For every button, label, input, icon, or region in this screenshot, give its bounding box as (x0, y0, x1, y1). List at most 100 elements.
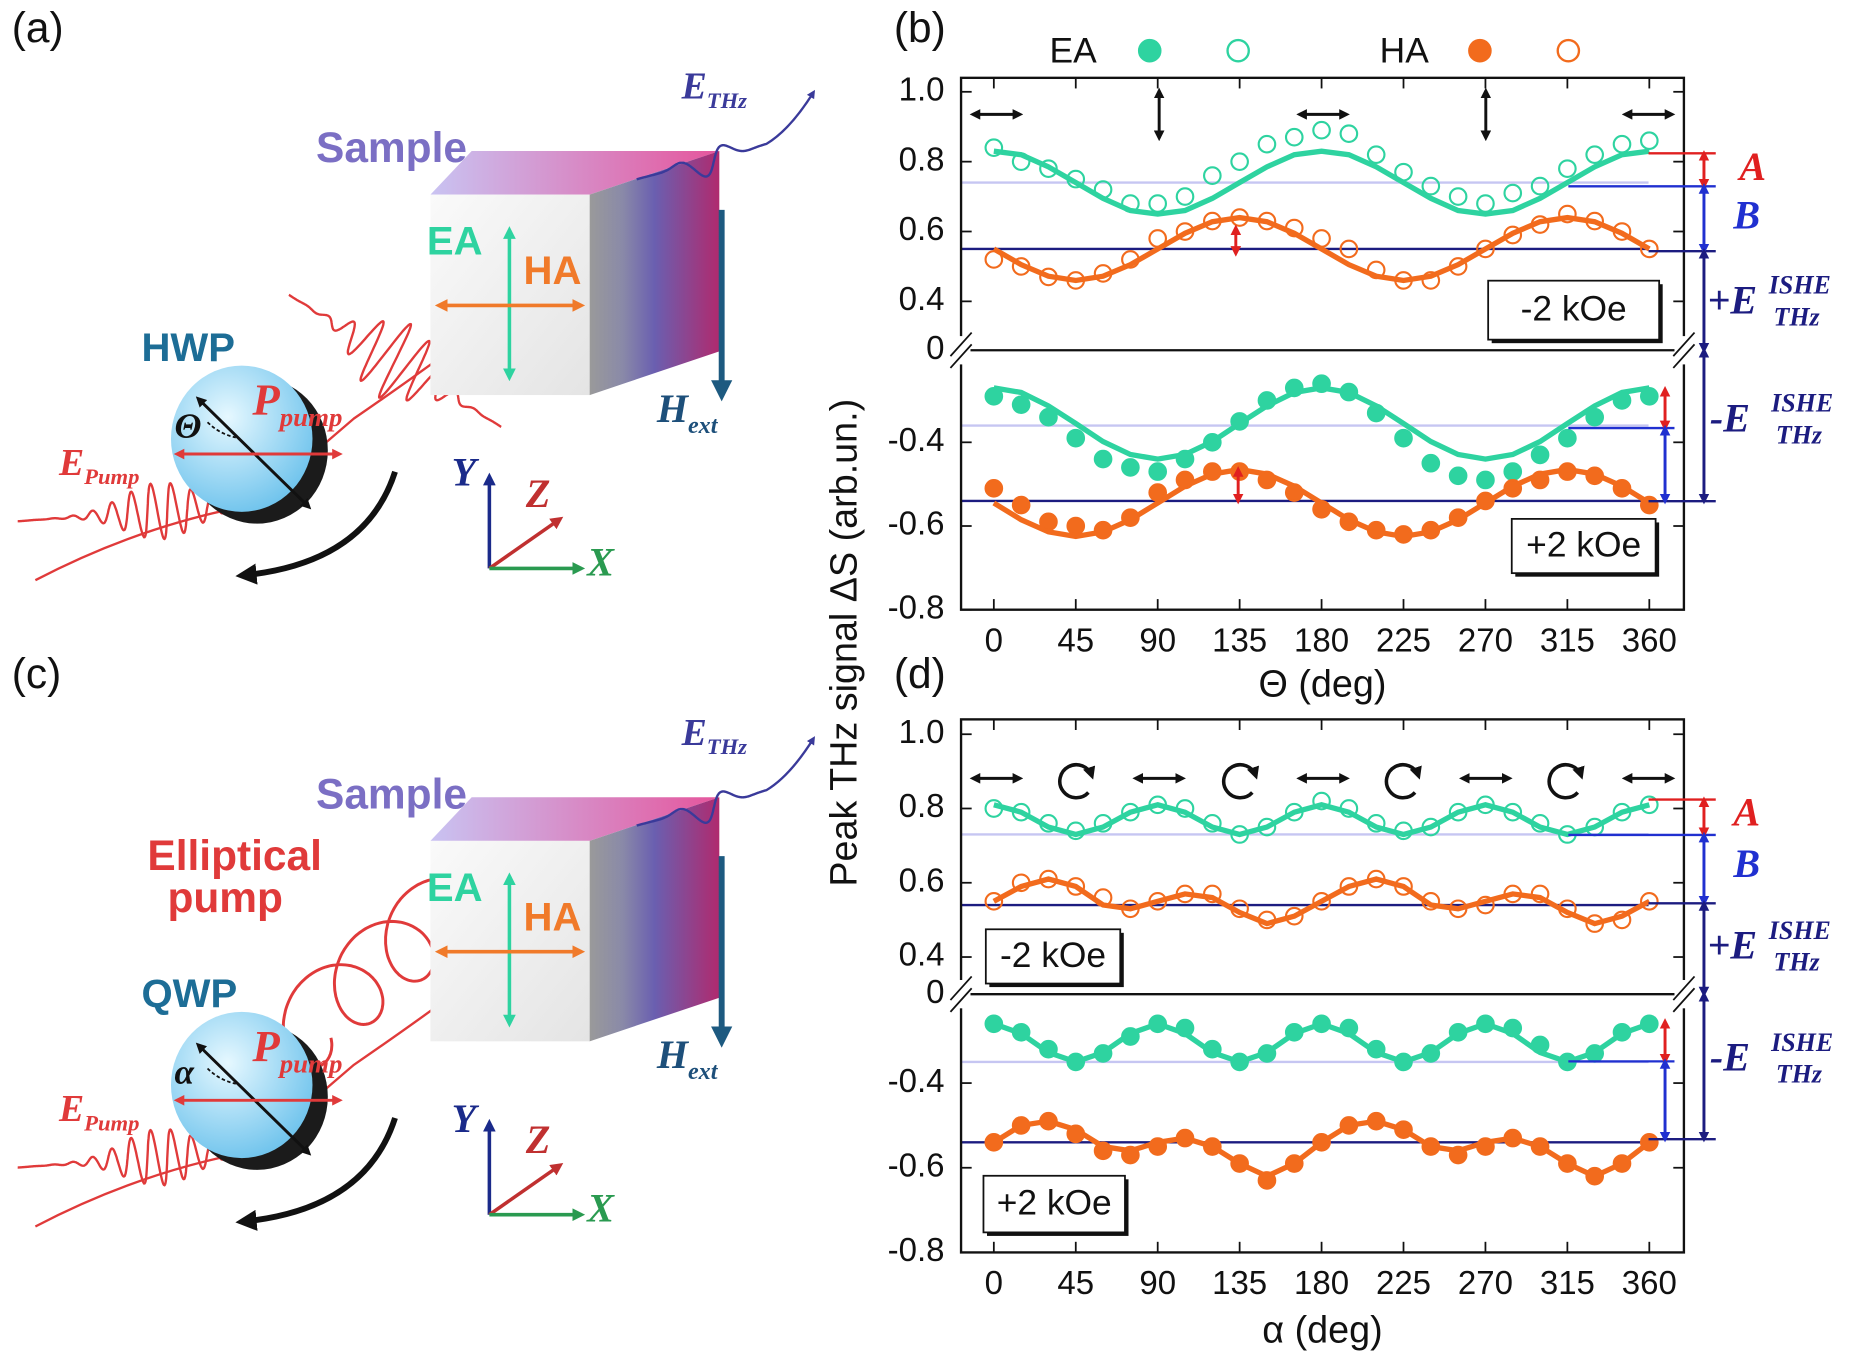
ha-label: HA (524, 249, 582, 293)
data-point (1366, 869, 1386, 889)
data-point (1639, 386, 1659, 406)
field-label: -2 kOe (1000, 936, 1106, 975)
data-point (1503, 183, 1523, 203)
data-point (1148, 483, 1168, 502)
data-point (1448, 1022, 1468, 1042)
x-axis-title: α (deg) (1262, 1309, 1382, 1351)
e-ishe-sub: THz (1776, 420, 1822, 449)
e-ishe-label: +E (1707, 923, 1757, 968)
e-thz-label-sub: THz (707, 734, 747, 759)
x-tick-label: 45 (1057, 1264, 1094, 1301)
y-tick-label: -0.4 (888, 1062, 945, 1099)
data-point (1339, 1116, 1359, 1135)
x-tick-label: 225 (1376, 621, 1431, 658)
x-tick-label: 135 (1212, 621, 1267, 658)
legend-marker (1137, 38, 1162, 63)
data-point (1257, 134, 1277, 154)
data-point (1203, 166, 1222, 185)
data-point (1148, 1137, 1168, 1156)
data-point (1585, 1166, 1605, 1186)
cube-top (430, 797, 720, 841)
data-point (1312, 1014, 1331, 1034)
data-point (1175, 222, 1195, 241)
data-point (1257, 910, 1277, 930)
data-point (1639, 131, 1659, 151)
data-point (1039, 1039, 1058, 1059)
data-point (1175, 187, 1195, 206)
data-point (1257, 1171, 1277, 1190)
y-tick-label: -0.6 (888, 1146, 945, 1183)
data-point (1203, 211, 1222, 231)
data-point (1203, 462, 1222, 481)
data-point (1530, 445, 1550, 465)
p-pump-label-main: P (251, 1021, 280, 1071)
data-point (1639, 1133, 1659, 1152)
e-ishe-sub: THz (1776, 1060, 1822, 1089)
x-tick-label: 270 (1458, 621, 1513, 658)
legend-marker (1226, 38, 1250, 63)
data-point (1585, 145, 1605, 164)
e-thz-label-main: E (681, 712, 707, 754)
fit-line (993, 802, 1651, 838)
axis-z-label: Z (525, 471, 550, 516)
e-pump-label-main: E (58, 1088, 84, 1130)
data-point (1039, 159, 1058, 178)
data-point (1203, 884, 1222, 904)
data-point (1421, 817, 1441, 837)
data-point (1175, 1128, 1195, 1148)
thz-wave (636, 89, 816, 181)
data-point (1121, 1145, 1140, 1165)
sample-label: Sample (316, 124, 467, 171)
data-point (1148, 462, 1168, 481)
data-point (1121, 802, 1140, 822)
e-ishe-label: -E (1710, 1035, 1750, 1080)
data-point (1093, 1044, 1113, 1063)
data-point (1448, 187, 1468, 206)
break-mark (1672, 975, 1696, 1001)
pump-note: Elliptical (147, 832, 322, 879)
x-tick-label: 90 (1139, 621, 1176, 658)
data-point (1558, 428, 1577, 448)
y-tick-label: 1.0 (899, 713, 945, 750)
x-tick-label: 0 (985, 621, 1003, 658)
data-point (984, 138, 1004, 158)
data-point (1366, 403, 1386, 423)
panel-label: (c) (12, 650, 61, 697)
h-ext-label-main: H (656, 386, 690, 431)
data-point (1257, 211, 1277, 231)
data-point (1284, 802, 1304, 822)
data-point (1203, 433, 1222, 452)
data-point (1366, 520, 1386, 540)
data-point (1448, 899, 1468, 919)
break-mark (949, 987, 973, 1013)
data-point (1639, 239, 1659, 259)
e-ishe-sup: ISHE (1770, 389, 1833, 418)
data-point (1612, 910, 1632, 930)
field-label: -2 kOe (1521, 290, 1627, 329)
y-tick-label: -0.8 (888, 588, 945, 625)
data-point (1476, 470, 1495, 490)
axis-x-label: X (585, 539, 615, 584)
axis-z-label: Z (525, 1117, 550, 1162)
data-point (1284, 1154, 1304, 1173)
data-point (1558, 462, 1577, 481)
data-point (1148, 892, 1168, 911)
angle-label: α (175, 1052, 196, 1092)
y-tick-label: -0.8 (888, 1231, 945, 1268)
data-point (1503, 884, 1523, 904)
data-point (1639, 1014, 1659, 1034)
x-tick-label: 315 (1540, 621, 1595, 658)
data-point (1366, 1039, 1386, 1059)
data-point (1339, 239, 1359, 259)
pump-tail (34, 503, 254, 582)
data-point (1011, 802, 1031, 822)
data-point (984, 479, 1004, 498)
data-point (1612, 1022, 1632, 1042)
data-point (1284, 378, 1304, 398)
fit-line (992, 876, 1651, 927)
axis-x-label: X (585, 1186, 615, 1231)
data-point (1394, 525, 1413, 544)
data-point (1284, 1022, 1304, 1042)
p-pump-label-sub: pump (278, 402, 343, 432)
